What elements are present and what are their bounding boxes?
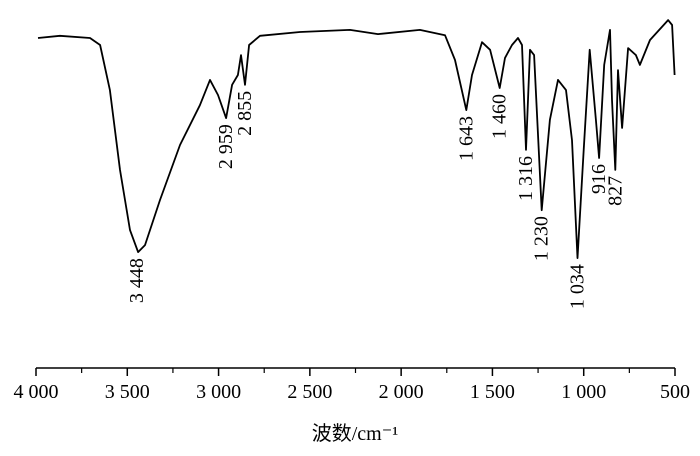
peak-label: 916 [588, 164, 610, 194]
x-axis-title: 波数/cm⁻¹ [312, 422, 399, 445]
peak-label: 1 316 [515, 156, 537, 201]
x-tick-label: 2 000 [379, 381, 424, 403]
x-tick-label: 1 500 [470, 381, 515, 403]
x-tick-label: 3 500 [105, 381, 150, 403]
x-tick-label: 4 000 [14, 381, 59, 403]
spectrum-line [37, 19, 676, 259]
peak-label: 1 034 [567, 264, 589, 309]
peak-label: 2 959 [215, 124, 237, 169]
x-tick-label: 500 [660, 381, 690, 403]
peak-label: 1 460 [489, 94, 511, 139]
peak-label: 3 448 [126, 258, 148, 303]
peak-label: 1 643 [455, 116, 477, 161]
peak-label: 2 855 [234, 91, 256, 136]
peak-label: 827 [604, 176, 626, 206]
x-tick-label: 2 500 [287, 381, 332, 403]
x-tick-label: 3 000 [196, 381, 241, 403]
peak-label: 1 230 [531, 216, 553, 261]
x-tick-label: 1 000 [561, 381, 606, 403]
